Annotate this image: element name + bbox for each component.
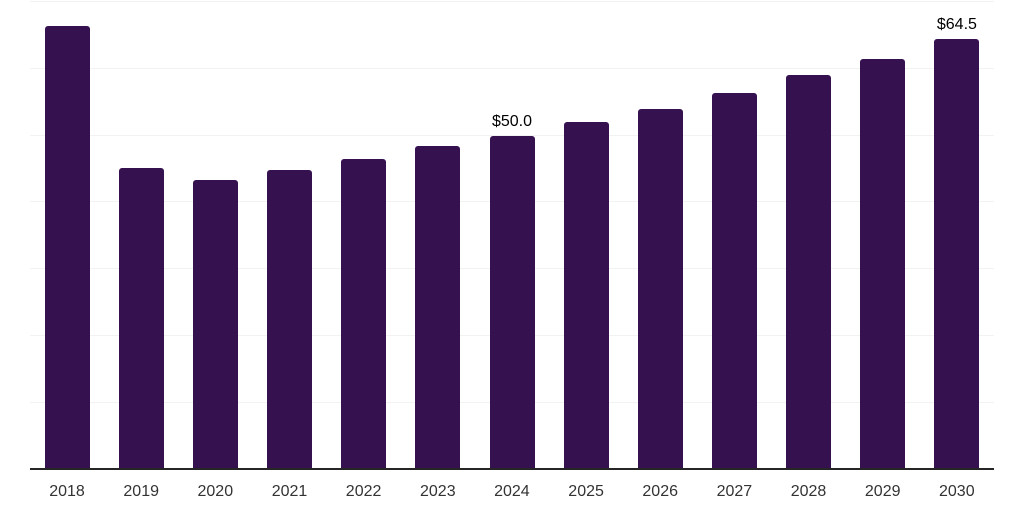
gridline-70 xyxy=(30,0,994,2)
value-label-2030: $64.5 xyxy=(936,15,977,33)
bar-2021 xyxy=(267,169,312,470)
bar-2028 xyxy=(786,75,832,470)
x-axis-line xyxy=(30,468,994,470)
x-tick-2020: 2020 xyxy=(197,483,234,500)
bar-2022 xyxy=(341,158,387,470)
x-tick-2027: 2027 xyxy=(716,483,753,500)
x-tick-2030: 2030 xyxy=(939,483,975,500)
x-tick-2021: 2021 xyxy=(271,483,308,500)
gridline-50 xyxy=(30,134,994,136)
x-tick-2019: 2019 xyxy=(123,483,159,500)
value-label-2024: $50.0 xyxy=(491,112,533,130)
x-tick-2018: 2018 xyxy=(49,483,85,500)
x-tick-2022: 2022 xyxy=(345,483,382,500)
x-tick-2026: 2026 xyxy=(642,483,678,500)
x-tick-2025: 2025 xyxy=(568,483,604,500)
plot-area: $50.0 $64.5 xyxy=(30,0,994,470)
bar-2018 xyxy=(44,26,90,470)
bar-2026 xyxy=(637,108,683,470)
bar-2023 xyxy=(415,146,461,470)
bar-2019 xyxy=(118,168,164,470)
bar-2027 xyxy=(712,92,757,470)
x-tick-2028: 2028 xyxy=(790,483,827,500)
bar-2030 xyxy=(934,38,980,470)
gridline-60 xyxy=(30,67,994,69)
bar-2025 xyxy=(563,122,609,470)
x-axis-labels: 2018 2019 2020 2021 2022 2023 2024 2025 2026 2027… xyxy=(30,470,994,512)
bar-2024 xyxy=(489,135,535,470)
bar-2020 xyxy=(192,180,238,470)
x-tick-2029: 2029 xyxy=(864,483,901,500)
bar-2029 xyxy=(860,59,906,470)
x-tick-2023: 2023 xyxy=(420,483,456,500)
x-tick-2024: 2024 xyxy=(494,483,530,500)
